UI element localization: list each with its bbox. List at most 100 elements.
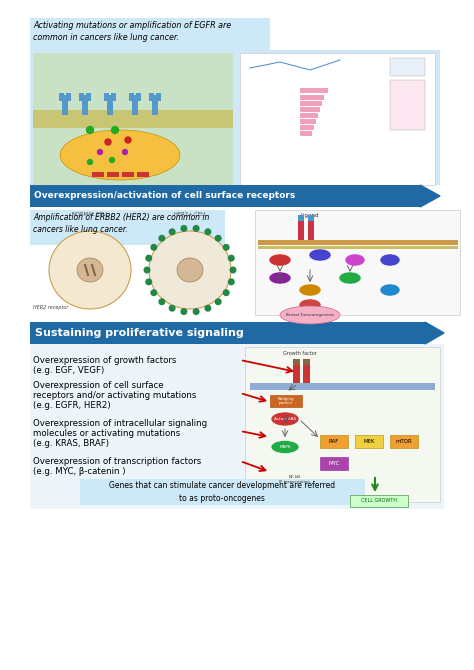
Bar — [303, 361, 310, 383]
Bar — [33, 53, 233, 185]
Bar — [33, 110, 233, 128]
Bar — [300, 119, 316, 124]
Bar — [258, 240, 458, 245]
Text: MEK: MEK — [363, 439, 375, 444]
Text: HER2+ CELL: HER2+ CELL — [173, 212, 207, 217]
Circle shape — [205, 306, 210, 311]
Bar — [149, 93, 154, 101]
Polygon shape — [420, 185, 440, 207]
Text: Genes that can stimulate cancer development are referred
to as proto-oncogenes: Genes that can stimulate cancer developm… — [109, 481, 335, 502]
Bar — [80, 479, 365, 505]
Circle shape — [215, 299, 221, 305]
Bar — [308, 215, 314, 221]
Bar — [293, 359, 300, 365]
Bar — [240, 53, 435, 185]
Ellipse shape — [380, 254, 400, 266]
Bar — [258, 246, 458, 249]
Ellipse shape — [49, 231, 131, 309]
Ellipse shape — [271, 440, 299, 454]
Bar — [59, 93, 64, 101]
Text: (e.g. MYC, β-catenin ): (e.g. MYC, β-catenin ) — [33, 467, 126, 476]
Circle shape — [151, 245, 156, 250]
Text: molecules or activating mutations: molecules or activating mutations — [33, 429, 180, 438]
Bar — [350, 495, 408, 507]
Ellipse shape — [380, 284, 400, 296]
Text: MAPK: MAPK — [279, 445, 291, 449]
Circle shape — [181, 309, 187, 314]
Text: Overexpression of growth factors: Overexpression of growth factors — [33, 356, 176, 365]
Circle shape — [228, 279, 234, 285]
Ellipse shape — [177, 258, 203, 282]
Text: Activating mutations or amplification of EGFR are
common in cancers like lung ca: Activating mutations or amplification of… — [33, 21, 231, 42]
Ellipse shape — [149, 231, 231, 309]
Ellipse shape — [271, 412, 299, 426]
Bar — [132, 95, 138, 115]
Bar — [30, 50, 440, 185]
Bar — [245, 347, 440, 502]
Circle shape — [105, 139, 111, 145]
Ellipse shape — [299, 299, 321, 311]
Bar — [300, 131, 312, 136]
Text: Overexpression of intracellular signaling: Overexpression of intracellular signalin… — [33, 419, 207, 428]
Circle shape — [223, 245, 229, 250]
Circle shape — [181, 226, 187, 231]
Text: Overexpression of transcription factors: Overexpression of transcription factors — [33, 457, 201, 466]
Bar — [152, 95, 158, 115]
Text: NORMAL CELL: NORMAL CELL — [72, 212, 109, 217]
Circle shape — [125, 137, 131, 143]
Bar — [320, 457, 348, 470]
Text: HER2 receptor: HER2 receptor — [33, 305, 68, 310]
Bar — [300, 101, 322, 106]
Bar — [122, 172, 134, 177]
Bar — [298, 215, 304, 221]
Circle shape — [98, 149, 102, 155]
Circle shape — [228, 255, 234, 261]
Bar — [66, 93, 71, 101]
Text: (e.g. EGFR, HER2): (e.g. EGFR, HER2) — [33, 401, 110, 410]
Text: NF-kB
IF transcription: NF-kB IF transcription — [280, 475, 310, 484]
Circle shape — [146, 279, 152, 285]
Bar — [308, 218, 314, 240]
Ellipse shape — [345, 254, 365, 266]
Text: Growth factor: Growth factor — [283, 351, 317, 356]
Bar — [137, 172, 149, 177]
Bar — [390, 435, 418, 448]
Bar — [30, 185, 420, 207]
Bar — [390, 80, 425, 130]
Bar — [320, 435, 348, 448]
Text: Bridging
protein: Bridging protein — [278, 397, 294, 405]
Circle shape — [215, 235, 221, 241]
Bar — [111, 93, 116, 101]
Text: Ligand: Ligand — [301, 213, 319, 218]
Circle shape — [111, 127, 118, 133]
Bar — [300, 95, 324, 100]
Text: Amplification of ERBB2 (HER2) are common in
cancers like lung cancer.: Amplification of ERBB2 (HER2) are common… — [33, 213, 210, 234]
Bar — [30, 322, 425, 344]
Bar — [62, 95, 68, 115]
Circle shape — [151, 290, 156, 295]
Bar — [129, 93, 134, 101]
Ellipse shape — [77, 258, 103, 282]
Bar — [300, 113, 318, 118]
Bar — [156, 93, 161, 101]
Bar — [300, 88, 328, 93]
Polygon shape — [425, 322, 444, 344]
Bar — [390, 58, 425, 76]
Bar — [92, 172, 104, 177]
Circle shape — [223, 290, 229, 295]
Text: Overexpression/activation of cell surface receptors: Overexpression/activation of cell surfac… — [34, 192, 295, 200]
Ellipse shape — [339, 272, 361, 284]
Text: receptors and/or activating mutations: receptors and/or activating mutations — [33, 391, 196, 400]
Circle shape — [169, 306, 175, 311]
Bar — [270, 395, 302, 407]
Ellipse shape — [269, 272, 291, 284]
Ellipse shape — [269, 254, 291, 266]
Text: RAF: RAF — [329, 439, 339, 444]
Bar — [30, 210, 225, 245]
Bar — [136, 93, 141, 101]
Bar — [303, 359, 310, 365]
Text: (e.g. EGF, VEGF): (e.g. EGF, VEGF) — [33, 366, 104, 375]
Bar — [30, 18, 270, 50]
Circle shape — [205, 229, 210, 234]
Circle shape — [109, 157, 115, 163]
